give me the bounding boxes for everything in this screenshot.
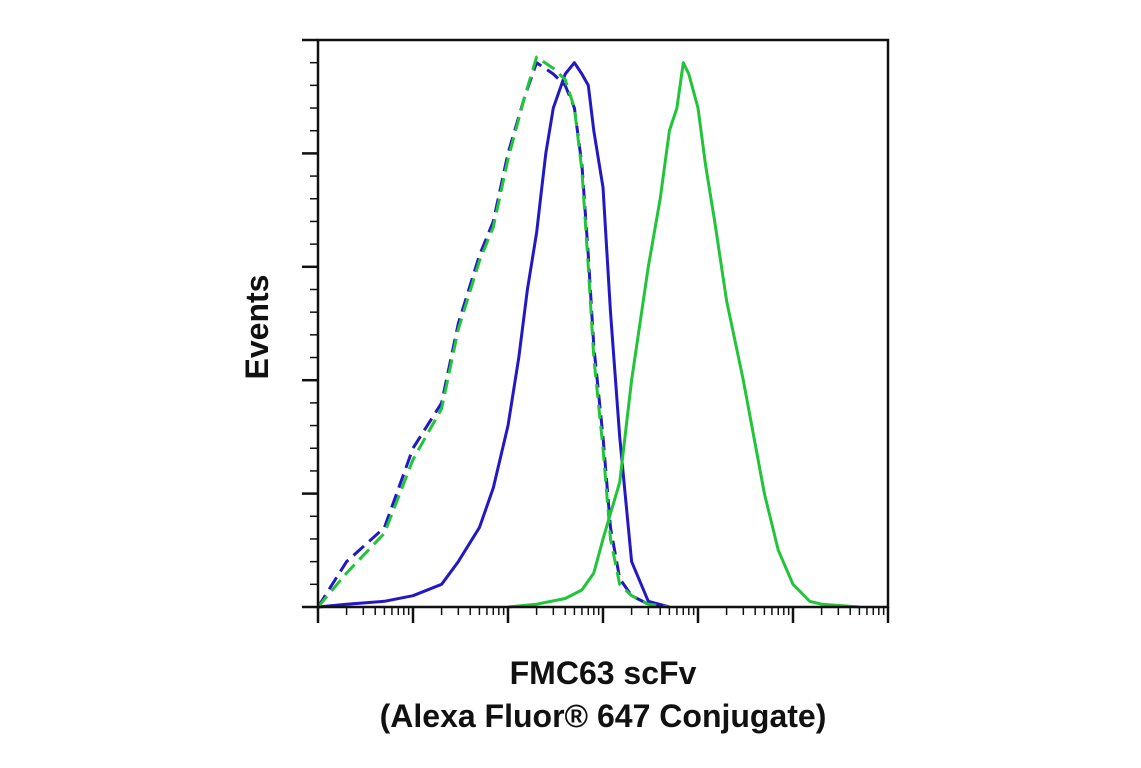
- series-line-3: [316, 55, 670, 609]
- y-axis-title: Events: [239, 275, 275, 380]
- series-layer: [316, 55, 860, 609]
- x-axis-title: FMC63 scFv: [510, 655, 697, 691]
- series-line-2: [316, 61, 670, 609]
- x-axis-title-line2: (Alexa Fluor® 647 Conjugate): [380, 698, 827, 734]
- series-line-1: [317, 61, 670, 609]
- ticks-layer: [302, 38, 890, 623]
- series-line-4: [507, 61, 860, 609]
